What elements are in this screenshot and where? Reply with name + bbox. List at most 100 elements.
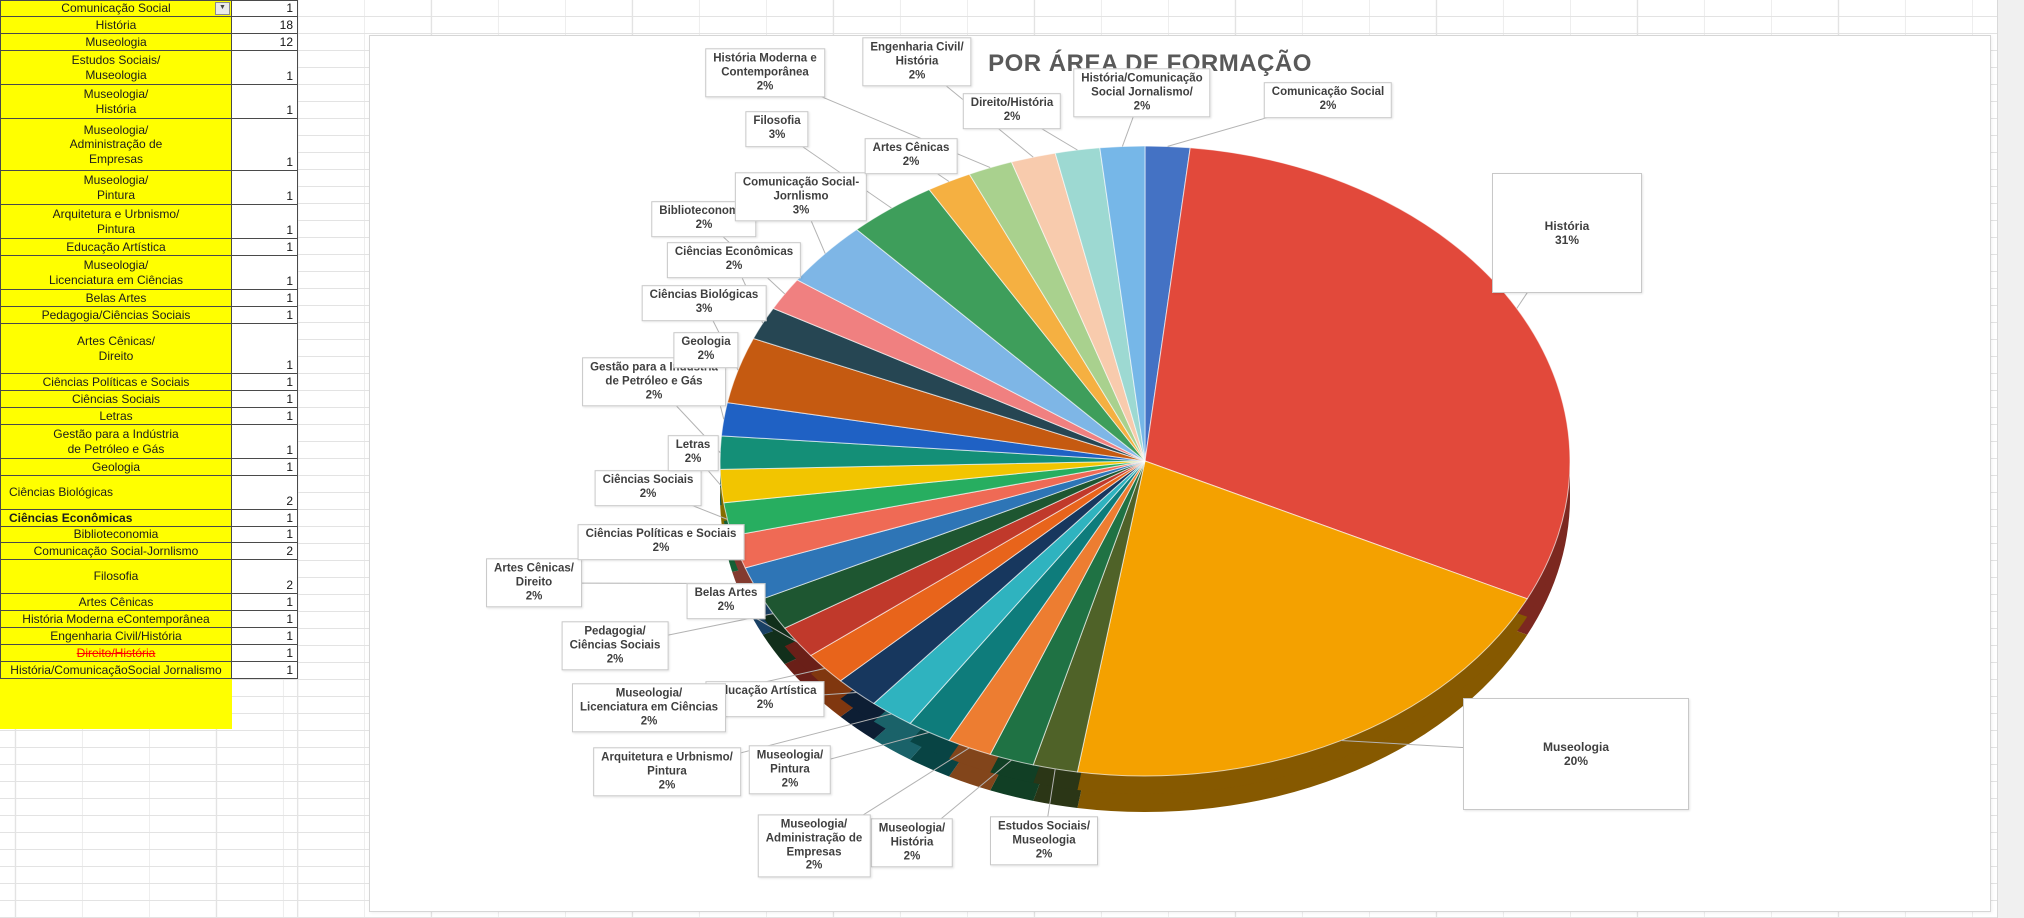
cell-count[interactable]: 1 [232,628,298,645]
pie-data-label[interactable]: História 31% [1492,173,1642,293]
cell-area-label[interactable]: História [0,17,232,34]
pie-data-label[interactable]: Ciências Biológicas 3% [641,285,767,321]
cell-area-label[interactable]: Artes Cênicas [0,594,232,611]
cell-count[interactable]: 1 [232,645,298,662]
pie-data-label[interactable]: Museologia 20% [1463,698,1689,810]
pie-data-label[interactable]: Estudos Sociais/ Museologia 2% [989,816,1099,866]
pie-data-label[interactable]: Museologia/ História 2% [870,818,954,868]
pie-label-percent: 2% [697,350,715,362]
empty-highlight-cell[interactable] [0,679,232,729]
cell-count[interactable]: 1 [232,290,298,307]
pie-data-label[interactable]: Comunicação Social 2% [1263,82,1393,118]
pie-data-label[interactable]: História/Comunicação Social Jornalismo/2… [1073,68,1211,118]
cell-count[interactable]: 2 [232,560,298,594]
pie-data-label[interactable]: Belas Artes 2% [686,583,766,619]
cell-count[interactable]: 1 [232,307,298,324]
pie-label-percent: 2% [908,68,926,81]
pie-data-label[interactable]: Ciências Políticas e Sociais 2% [577,524,745,560]
cell-area-label[interactable]: Museologia [0,34,232,51]
cell-count[interactable]: 1 [232,459,298,476]
cell-area-label[interactable]: Museologia/ Pintura [0,171,232,205]
cell-count[interactable]: 1 [232,527,298,543]
chart-panel[interactable]: POR ÁREA DE FORMAÇÃO Comunicação Social 2… [369,35,1991,912]
cell-area-label[interactable]: Gestão para a Indústria de Petróleo e Gá… [0,425,232,459]
cell-count[interactable]: 1 [232,51,298,85]
pie-data-label[interactable]: Museologia/ Administração de Empresas 2% [757,814,871,878]
pie-data-label[interactable]: Direito/História 2% [962,93,1062,129]
cell-count[interactable]: 1 [232,611,298,628]
cell-area-label[interactable]: Ciências Biológicas [0,476,232,510]
cell-count[interactable]: 1 [232,324,298,374]
cell-area-label[interactable]: Ciências Sociais [0,391,232,408]
pie-data-label[interactable]: Museologia/ Pintura 2% [748,745,832,795]
cell-area-label[interactable]: Museologia/ Administração de Empresas [0,119,232,171]
cell-area-label[interactable]: Ciências Econômicas [0,510,232,527]
pie-chart[interactable] [370,36,1988,909]
cell-count[interactable]: 2 [232,476,298,510]
pie-data-label[interactable]: Pedagogia/ Ciências Sociais 2% [561,621,669,671]
cell-area-label[interactable]: Museologia/ História [0,85,232,119]
cell-area-label[interactable]: Arquitetura e Urbnismo/ Pintura [0,205,232,239]
cell-count[interactable]: 12 [232,34,298,51]
cell-area-label[interactable]: História/ComunicaçãoSocial Jornalismo [0,662,232,679]
pie-data-label[interactable]: Letras 2% [667,435,719,471]
autofilter-dropdown-icon[interactable]: ▼ [215,2,230,15]
formation-area-table: Comunicação Social ▼ 1 História 18 Museologia… [0,0,298,729]
table-row: Ciências Biológicas 2 [0,476,298,510]
pie-label-text: Museologia [1542,739,1609,754]
cell-count[interactable]: 1 [232,391,298,408]
cell-area-label[interactable]: Estudos Sociais/ Museologia [0,51,232,85]
cell-area-label[interactable]: Belas Artes [0,290,232,307]
cell-count[interactable]: 1 [232,119,298,171]
pie-data-label[interactable]: Biblioteconomia 2% [651,201,757,237]
cell-area-label[interactable]: Comunicação Social-Jornlismo [0,543,232,560]
pie-data-label[interactable]: História Moderna e Contemporânea 2% [705,48,825,98]
table-row: Educação Artística 1 [0,239,298,256]
cell-count[interactable]: 1 [232,594,298,611]
pie-label-percent: 2% [684,453,702,465]
cell-area-label[interactable]: Pedagogia/Ciências Sociais [0,307,232,324]
cell-area-label-text: Educação Artística [66,239,166,254]
pie-data-label[interactable]: Ciências Econômicas 2% [666,242,802,278]
pie-slice[interactable] [1076,460,1528,777]
pie-label-percent: 2% [1319,100,1337,112]
cell-area-label[interactable]: Museologia/ Licenciatura em Ciências [0,256,232,290]
cell-count[interactable]: 1 [232,256,298,290]
pie-data-label[interactable]: Artes Cênicas 2% [864,138,958,174]
cell-area-label[interactable]: Filosofia [0,560,232,594]
cell-count[interactable]: 1 [232,662,298,679]
cell-count[interactable]: 1 [232,205,298,239]
cell-area-label[interactable]: Ciências Políticas e Sociais [0,374,232,391]
pie-data-label[interactable]: Arquitetura e Urbnismo/ Pintura 2% [593,747,741,797]
cell-area-label-text: Estudos Sociais/ Museologia [71,52,161,82]
pie-data-label[interactable]: Museologia/ Licenciatura em Ciências 2% [571,683,727,733]
pie-data-label[interactable]: Filosofia 3% [745,111,809,147]
cell-area-label[interactable]: Biblioteconomia [0,527,232,543]
cell-count[interactable]: 1 [232,374,298,391]
cell-count[interactable]: 18 [232,17,298,34]
cell-count[interactable]: 2 [232,543,298,560]
cell-area-label[interactable]: Engenharia Civil/História [0,628,232,645]
cell-area-label[interactable]: Comunicação Social ▼ [0,0,232,17]
pie-data-label[interactable]: Comunicação Social- Jornlismo 3% [734,172,868,222]
cell-count[interactable]: 1 [232,239,298,256]
pie-slice[interactable] [1099,145,1146,462]
cell-area-label-text: Ciências Políticas e Sociais [42,374,190,389]
cell-area-label[interactable]: Direito/História [0,645,232,662]
cell-area-label[interactable]: Artes Cênicas/ Direito [0,324,232,374]
pie-label-percent: 2% [695,219,713,231]
cell-area-label[interactable]: Educação Artística [0,239,232,256]
cell-count[interactable]: 1 [232,510,298,527]
cell-area-label[interactable]: Geologia [0,459,232,476]
pie-data-label[interactable]: Ciências Sociais 2% [594,470,702,506]
cell-count[interactable]: 1 [232,171,298,205]
cell-area-label[interactable]: Letras [0,408,232,425]
cell-count[interactable]: 1 [232,85,298,119]
pie-data-label[interactable]: Artes Cênicas/ Direito 2% [486,558,582,608]
pie-data-label[interactable]: Engenharia Civil/ História 2% [862,37,972,87]
cell-count[interactable]: 1 [232,0,298,17]
cell-count[interactable]: 1 [232,408,298,425]
pie-data-label[interactable]: Geologia 2% [673,332,739,368]
cell-area-label[interactable]: História Moderna eContemporânea [0,611,232,628]
cell-count[interactable]: 1 [232,425,298,459]
